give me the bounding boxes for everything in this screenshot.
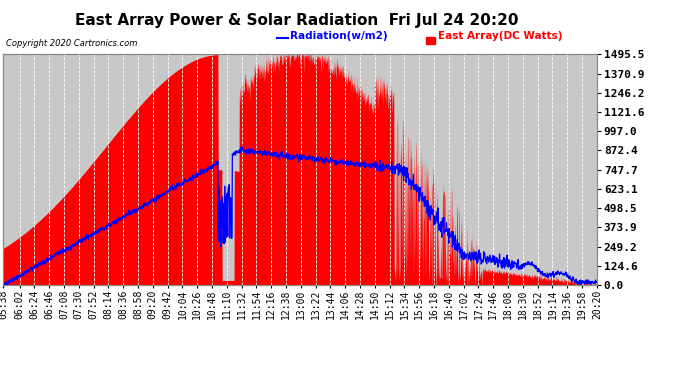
Text: East Array Power & Solar Radiation  Fri Jul 24 20:20: East Array Power & Solar Radiation Fri J… xyxy=(75,13,518,28)
Text: Copyright 2020 Cartronics.com: Copyright 2020 Cartronics.com xyxy=(6,39,137,48)
Text: East Array(DC Watts): East Array(DC Watts) xyxy=(438,31,562,40)
Text: Radiation(w/m2): Radiation(w/m2) xyxy=(290,31,387,40)
